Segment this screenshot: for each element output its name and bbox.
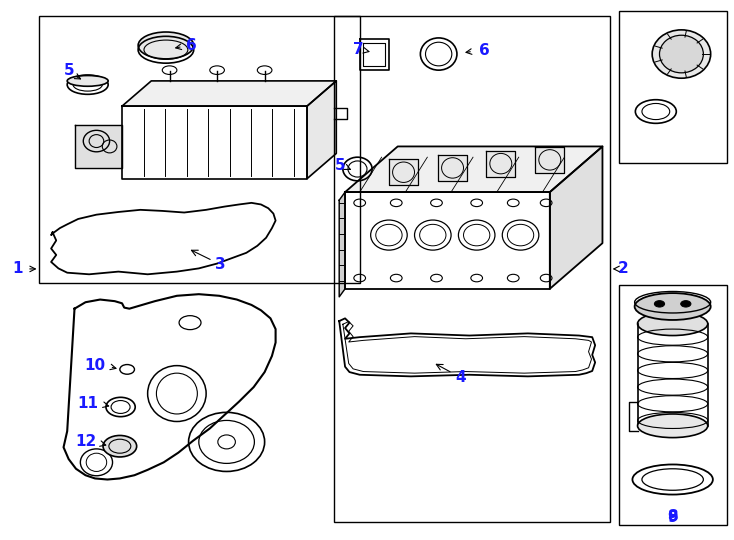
Ellipse shape (635, 293, 711, 320)
Polygon shape (307, 81, 336, 179)
Polygon shape (64, 294, 275, 480)
Polygon shape (363, 43, 385, 66)
Ellipse shape (659, 35, 703, 73)
Text: 6: 6 (186, 38, 197, 53)
Text: 8: 8 (667, 509, 678, 524)
Polygon shape (389, 159, 418, 185)
Polygon shape (75, 125, 122, 168)
Ellipse shape (680, 301, 691, 307)
Text: 10: 10 (84, 358, 106, 373)
Text: 2: 2 (617, 261, 628, 276)
Ellipse shape (638, 312, 708, 335)
Bar (619, 11, 727, 163)
Text: 6: 6 (479, 43, 490, 58)
Text: 12: 12 (75, 434, 96, 449)
Text: 5: 5 (335, 158, 345, 173)
Polygon shape (535, 147, 564, 173)
Polygon shape (550, 146, 603, 289)
Polygon shape (339, 319, 595, 376)
Ellipse shape (138, 32, 194, 59)
Polygon shape (438, 155, 467, 181)
Text: 1: 1 (12, 261, 23, 276)
Text: 9: 9 (667, 510, 678, 525)
Text: 4: 4 (436, 364, 466, 385)
Ellipse shape (653, 30, 711, 78)
Text: 11: 11 (77, 396, 98, 411)
Polygon shape (638, 323, 708, 426)
Ellipse shape (68, 76, 108, 86)
Bar (334, 16, 610, 523)
Polygon shape (360, 39, 389, 70)
Ellipse shape (655, 301, 664, 307)
Polygon shape (345, 192, 550, 289)
Polygon shape (51, 203, 275, 274)
Polygon shape (486, 151, 515, 177)
Text: 5: 5 (63, 63, 74, 78)
Polygon shape (345, 146, 603, 192)
Ellipse shape (103, 435, 137, 457)
Bar (40, 16, 360, 284)
Bar (619, 285, 727, 525)
Ellipse shape (638, 414, 708, 437)
Polygon shape (122, 81, 336, 106)
Text: 7: 7 (353, 42, 363, 57)
Polygon shape (122, 106, 307, 179)
Polygon shape (339, 192, 345, 297)
Text: 3: 3 (192, 250, 226, 272)
